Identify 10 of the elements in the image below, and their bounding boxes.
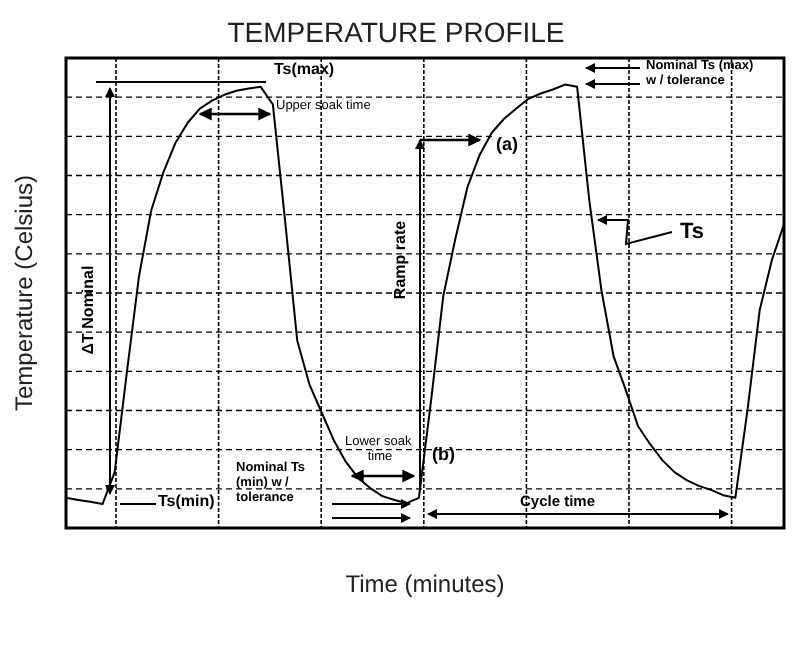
chart-title: TEMPERATURE PROFILE <box>227 16 565 48</box>
annotation: (a) <box>496 134 518 154</box>
x-axis-title: Time (minutes) <box>345 570 505 598</box>
annotation: ΔT Nominal <box>79 265 97 355</box>
y-axis-title: Temperature (Celsius) <box>10 174 38 412</box>
text: Ts(max) <box>274 60 335 78</box>
annotation: Ts <box>680 220 705 244</box>
annotation: (b) <box>432 444 455 464</box>
annotation: Ramp rate <box>391 219 409 300</box>
annotation: Ts(min) <box>158 492 216 510</box>
